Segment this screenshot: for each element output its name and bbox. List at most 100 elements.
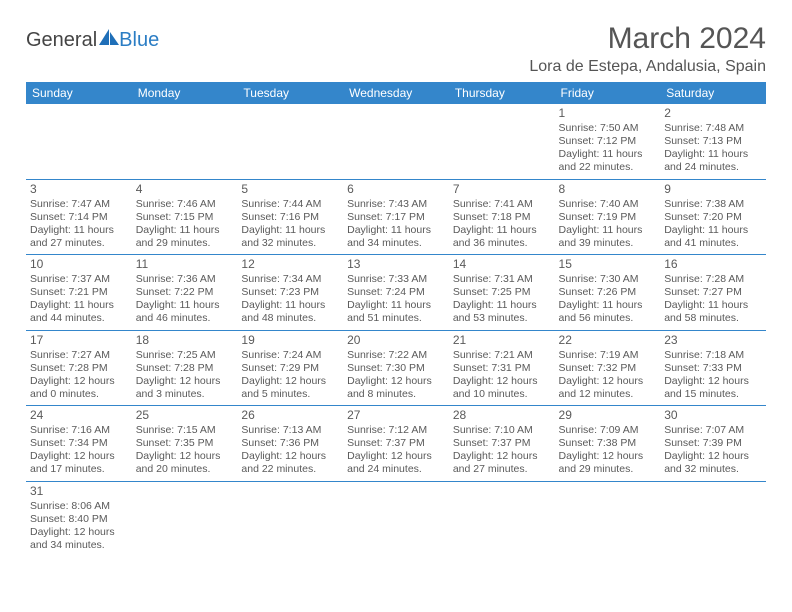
- sunset-text: Sunset: 7:32 PM: [559, 362, 657, 375]
- day-number: 6: [347, 182, 445, 197]
- sunset-text: Sunset: 7:29 PM: [241, 362, 339, 375]
- sunset-text: Sunset: 7:34 PM: [30, 437, 128, 450]
- day-header: Friday: [555, 82, 661, 104]
- logo-text-a: General: [26, 29, 97, 52]
- sunrise-text: Sunrise: 7:30 AM: [559, 273, 657, 286]
- daylight-text: and 32 minutes.: [241, 237, 339, 250]
- day-number: 17: [30, 333, 128, 348]
- logo-text-b: Blue: [119, 29, 159, 52]
- calendar-empty: [555, 481, 661, 556]
- sunrise-text: Sunrise: 7:44 AM: [241, 198, 339, 211]
- sunrise-text: Sunrise: 7:41 AM: [453, 198, 551, 211]
- daylight-text: and 24 minutes.: [664, 161, 762, 174]
- calendar-week: 17Sunrise: 7:27 AMSunset: 7:28 PMDayligh…: [26, 330, 766, 406]
- header: General Blue March 2024 Lora de Estepa, …: [26, 22, 766, 76]
- calendar-week: 10Sunrise: 7:37 AMSunset: 7:21 PMDayligh…: [26, 255, 766, 331]
- sunset-text: Sunset: 7:15 PM: [136, 211, 234, 224]
- calendar-day: 23Sunrise: 7:18 AMSunset: 7:33 PMDayligh…: [660, 330, 766, 406]
- calendar-day: 5Sunrise: 7:44 AMSunset: 7:16 PMDaylight…: [237, 179, 343, 255]
- daylight-text: and 44 minutes.: [30, 312, 128, 325]
- calendar-day: 8Sunrise: 7:40 AMSunset: 7:19 PMDaylight…: [555, 179, 661, 255]
- sunrise-text: Sunrise: 7:34 AM: [241, 273, 339, 286]
- day-number: 29: [559, 408, 657, 423]
- daylight-text: Daylight: 12 hours: [136, 450, 234, 463]
- day-number: 5: [241, 182, 339, 197]
- daylight-text: Daylight: 12 hours: [453, 375, 551, 388]
- daylight-text: Daylight: 11 hours: [453, 299, 551, 312]
- day-header: Saturday: [660, 82, 766, 104]
- daylight-text: and 5 minutes.: [241, 388, 339, 401]
- month-title: March 2024: [529, 22, 766, 56]
- calendar-day: 9Sunrise: 7:38 AMSunset: 7:20 PMDaylight…: [660, 179, 766, 255]
- daylight-text: Daylight: 11 hours: [453, 224, 551, 237]
- sunrise-text: Sunrise: 7:19 AM: [559, 349, 657, 362]
- calendar-day: 18Sunrise: 7:25 AMSunset: 7:28 PMDayligh…: [132, 330, 238, 406]
- daylight-text: Daylight: 11 hours: [559, 224, 657, 237]
- calendar-day: 12Sunrise: 7:34 AMSunset: 7:23 PMDayligh…: [237, 255, 343, 331]
- daylight-text: Daylight: 11 hours: [559, 299, 657, 312]
- sunset-text: Sunset: 7:18 PM: [453, 211, 551, 224]
- day-number: 16: [664, 257, 762, 272]
- sunrise-text: Sunrise: 7:21 AM: [453, 349, 551, 362]
- calendar-empty: [237, 481, 343, 556]
- day-number: 23: [664, 333, 762, 348]
- sunset-text: Sunset: 7:33 PM: [664, 362, 762, 375]
- calendar-day: 7Sunrise: 7:41 AMSunset: 7:18 PMDaylight…: [449, 179, 555, 255]
- calendar-day: 6Sunrise: 7:43 AMSunset: 7:17 PMDaylight…: [343, 179, 449, 255]
- sunrise-text: Sunrise: 7:24 AM: [241, 349, 339, 362]
- daylight-text: and 20 minutes.: [136, 463, 234, 476]
- daylight-text: Daylight: 12 hours: [559, 450, 657, 463]
- sunset-text: Sunset: 7:20 PM: [664, 211, 762, 224]
- daylight-text: Daylight: 11 hours: [241, 299, 339, 312]
- daylight-text: and 22 minutes.: [559, 161, 657, 174]
- day-number: 19: [241, 333, 339, 348]
- daylight-text: and 46 minutes.: [136, 312, 234, 325]
- sunrise-text: Sunrise: 7:47 AM: [30, 198, 128, 211]
- sunrise-text: Sunrise: 7:43 AM: [347, 198, 445, 211]
- daylight-text: Daylight: 12 hours: [136, 375, 234, 388]
- day-number: 8: [559, 182, 657, 197]
- sunset-text: Sunset: 7:17 PM: [347, 211, 445, 224]
- sunset-text: Sunset: 7:26 PM: [559, 286, 657, 299]
- calendar-day: 11Sunrise: 7:36 AMSunset: 7:22 PMDayligh…: [132, 255, 238, 331]
- calendar-day: 31Sunrise: 8:06 AMSunset: 8:40 PMDayligh…: [26, 481, 132, 556]
- daylight-text: and 12 minutes.: [559, 388, 657, 401]
- sunset-text: Sunset: 7:27 PM: [664, 286, 762, 299]
- sunset-text: Sunset: 7:24 PM: [347, 286, 445, 299]
- calendar-body: 1Sunrise: 7:50 AMSunset: 7:12 PMDaylight…: [26, 104, 766, 556]
- daylight-text: and 58 minutes.: [664, 312, 762, 325]
- daylight-text: Daylight: 11 hours: [664, 299, 762, 312]
- day-header-row: SundayMondayTuesdayWednesdayThursdayFrid…: [26, 82, 766, 104]
- daylight-text: Daylight: 12 hours: [241, 450, 339, 463]
- sunset-text: Sunset: 7:22 PM: [136, 286, 234, 299]
- day-number: 11: [136, 257, 234, 272]
- sail-icon: [98, 28, 120, 46]
- day-number: 15: [559, 257, 657, 272]
- sunset-text: Sunset: 7:28 PM: [30, 362, 128, 375]
- daylight-text: and 34 minutes.: [347, 237, 445, 250]
- sunset-text: Sunset: 7:37 PM: [347, 437, 445, 450]
- daylight-text: Daylight: 11 hours: [30, 299, 128, 312]
- daylight-text: and 10 minutes.: [453, 388, 551, 401]
- calendar-empty: [132, 104, 238, 179]
- day-number: 12: [241, 257, 339, 272]
- day-header: Monday: [132, 82, 238, 104]
- calendar-empty: [343, 481, 449, 556]
- daylight-text: Daylight: 12 hours: [664, 375, 762, 388]
- calendar-day: 22Sunrise: 7:19 AMSunset: 7:32 PMDayligh…: [555, 330, 661, 406]
- day-number: 2: [664, 106, 762, 121]
- calendar-week: 31Sunrise: 8:06 AMSunset: 8:40 PMDayligh…: [26, 481, 766, 556]
- daylight-text: Daylight: 11 hours: [241, 224, 339, 237]
- calendar-day: 20Sunrise: 7:22 AMSunset: 7:30 PMDayligh…: [343, 330, 449, 406]
- calendar-day: 15Sunrise: 7:30 AMSunset: 7:26 PMDayligh…: [555, 255, 661, 331]
- day-number: 21: [453, 333, 551, 348]
- daylight-text: Daylight: 11 hours: [136, 224, 234, 237]
- daylight-text: and 34 minutes.: [30, 539, 128, 552]
- sunset-text: Sunset: 7:28 PM: [136, 362, 234, 375]
- daylight-text: and 51 minutes.: [347, 312, 445, 325]
- sunset-text: Sunset: 7:19 PM: [559, 211, 657, 224]
- daylight-text: and 29 minutes.: [136, 237, 234, 250]
- sunset-text: Sunset: 7:38 PM: [559, 437, 657, 450]
- calendar-day: 17Sunrise: 7:27 AMSunset: 7:28 PMDayligh…: [26, 330, 132, 406]
- calendar-day: 13Sunrise: 7:33 AMSunset: 7:24 PMDayligh…: [343, 255, 449, 331]
